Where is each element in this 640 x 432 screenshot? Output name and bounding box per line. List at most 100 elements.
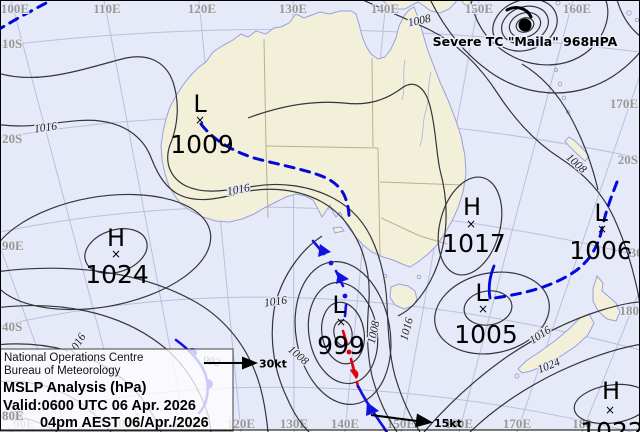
solomon-island	[566, 3, 572, 9]
vanuatu-island	[561, 95, 567, 101]
cyclone-tail-icon	[505, 6, 533, 19]
info-box-local-time: 04pm AEST 06/Apr./2026	[40, 415, 209, 431]
new-caledonia	[564, 136, 590, 162]
lon-label: 130E	[280, 416, 308, 431]
pressure-system-high-1017: H × 1017	[442, 193, 506, 258]
lon-label: 130E	[279, 1, 307, 16]
kangaroo-island	[332, 226, 345, 234]
vanuatu-island	[554, 68, 558, 72]
lat-label: 10S	[2, 36, 22, 51]
lon-label: 180	[572, 416, 592, 431]
arrow-head-icon	[415, 413, 433, 428]
front-speed-arrow-30kt: 30kt	[204, 356, 287, 371]
lat-label: 40S	[2, 319, 22, 334]
pressure-value: 1006	[569, 236, 633, 265]
pressure-center-x-marker: ×	[478, 302, 488, 316]
right-grid-labels: 170E 20S 30S 180	[609, 95, 640, 319]
trough-end-segment	[487, 264, 496, 300]
pressure-system-low-999: L × 999	[317, 291, 365, 360]
pressure-center-x-marker: ×	[336, 315, 346, 329]
lon-label: 160E	[445, 416, 473, 431]
pressure-letter: H	[107, 224, 125, 252]
isobar-value-label: 1016	[33, 120, 58, 135]
trough-line-east	[487, 180, 619, 301]
pressure-value: 1022	[580, 417, 640, 432]
stewart-island	[514, 373, 520, 379]
pressure-letter: H	[602, 377, 620, 405]
pressure-system-low-1005: L × 1005	[454, 279, 518, 349]
wind-speed-label: 30kt	[259, 358, 287, 371]
solomon-island	[555, 0, 561, 6]
lon-label: 160E	[563, 1, 591, 16]
pressure-value: 1017	[442, 229, 506, 258]
pressure-system-low-1009: L × 1009	[170, 90, 234, 159]
front-dot	[328, 260, 334, 266]
pressure-system-high-1022: H × 1022	[580, 377, 640, 432]
isobar-value-label: 1016	[226, 182, 251, 198]
fiji-island	[626, 10, 632, 16]
info-box-valid-time: Valid:0600 UTC 06 Apr. 2026	[3, 398, 196, 414]
pressure-system-high-1024: H × 1024	[85, 224, 149, 289]
lon-label: 170E	[610, 96, 638, 111]
lon-label: 110E	[93, 1, 120, 16]
cyclone-symbol-icon	[518, 18, 532, 32]
pressure-center-x-marker: ×	[605, 403, 615, 417]
trough-line-central	[199, 122, 351, 218]
lat-label: 30S	[630, 245, 640, 260]
lon-label: 80E	[2, 408, 24, 423]
bass-strait-island	[416, 274, 422, 280]
pressure-value: 1009	[170, 130, 234, 159]
pressure-value: 999	[317, 331, 365, 360]
arrow-head-icon	[242, 356, 258, 370]
vanuatu-island	[557, 81, 563, 87]
river	[401, 59, 406, 101]
pressure-center-x-marker: ×	[466, 217, 476, 231]
lon-label: 150E	[465, 1, 493, 16]
lon-label: 100E	[1, 1, 29, 16]
nz-south-island	[517, 313, 595, 374]
info-box-org-line2: Bureau of Meteorology	[4, 365, 121, 377]
lon-label: 170E	[503, 416, 531, 431]
solomon-island	[577, 7, 583, 13]
tropical-cyclone-maila: Severe TC "Maila" 968HPA	[431, 6, 619, 51]
lon-label: 140E	[331, 416, 359, 431]
cyclone-label: Severe TC "Maila" 968HPA	[433, 34, 618, 49]
front-speed-arrow-15kt: 15kt	[370, 413, 462, 430]
new-guinea-coast	[381, 0, 458, 14]
lon-label: 180	[620, 303, 640, 318]
fiji-island	[634, 17, 640, 23]
front-triangle-pip	[318, 244, 331, 257]
pressure-letter: L	[332, 291, 346, 319]
lon-label: 90E	[2, 238, 24, 253]
pressure-value: 1005	[454, 320, 518, 349]
lat-label: 20S	[2, 131, 22, 146]
info-box-title: MSLP Analysis (hPa)	[3, 380, 147, 396]
river	[419, 71, 432, 147]
cold-front-dissipating	[311, 239, 349, 318]
lon-label: 120E	[188, 1, 216, 16]
front-dot	[342, 293, 348, 299]
info-box-org-line1: National Operations Centre	[4, 352, 143, 364]
lon-label: 140E	[371, 1, 399, 16]
pressure-letter: L	[475, 279, 489, 307]
lat-label: 20S	[618, 152, 638, 167]
left-grid-labels: 10S 20S 90E 40S 80E	[1, 35, 25, 424]
pressure-center-x-marker: ×	[195, 113, 205, 127]
landmasses	[160, 0, 640, 379]
info-box: National Operations Centre Bureau of Met…	[0, 348, 234, 432]
pressure-letter: L	[193, 90, 207, 118]
nz-north-island	[592, 274, 621, 322]
isobar-value-label: 1016	[263, 294, 288, 309]
top-grid-labels: 100E 110E 120E 130E 140E 150E 160E	[0, 0, 592, 17]
trough-line-northwest	[0, 0, 50, 31]
front-dot	[346, 349, 352, 355]
info-box-panel	[0, 348, 234, 432]
trough-lines	[0, 0, 619, 301]
pressure-system-low-1006: L × 1006	[569, 199, 633, 265]
pressure-center-x-marker: ×	[597, 222, 607, 236]
pressure-letter: L	[594, 199, 608, 227]
pressure-value: 1024	[85, 260, 149, 289]
pressure-center-x-marker: ×	[111, 247, 121, 261]
